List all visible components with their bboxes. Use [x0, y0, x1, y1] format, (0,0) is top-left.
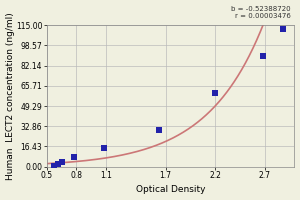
Point [60, 161, 65, 164]
Y-axis label: Human  LECT2 concentration (ng/ml): Human LECT2 concentration (ng/ml) [6, 12, 15, 180]
Point [56, 163, 61, 166]
Text: b = -0.52388720
r = 0.00003476: b = -0.52388720 r = 0.00003476 [231, 6, 291, 19]
Point [72, 156, 77, 159]
Point [260, 54, 265, 57]
X-axis label: Optical Density: Optical Density [136, 185, 205, 194]
Point [51, 164, 56, 167]
Point [102, 147, 106, 150]
Point [280, 27, 285, 30]
Point [156, 128, 161, 131]
Point [213, 91, 218, 94]
